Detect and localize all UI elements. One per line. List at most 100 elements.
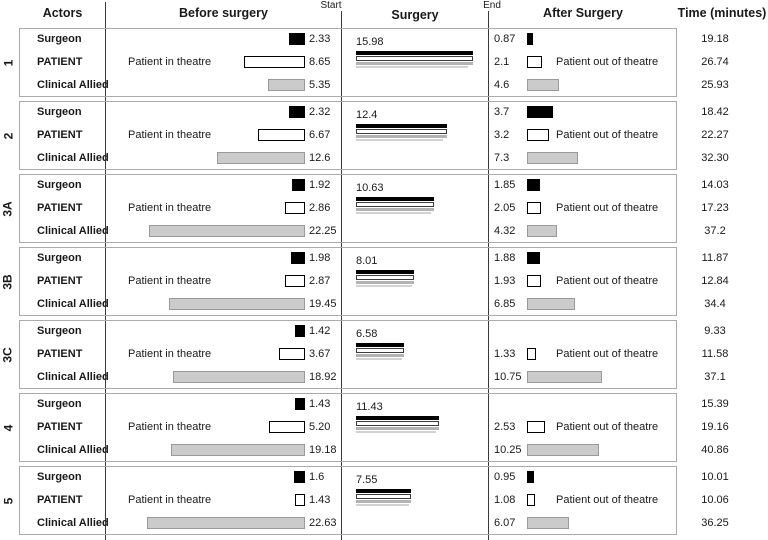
before-value: 6.67 [309, 129, 331, 141]
case-label-4: 4 [0, 393, 18, 462]
before-bar-patient [285, 275, 305, 287]
end-marker-label: End [483, 0, 501, 11]
surgery-duration-value: 6.58 [356, 328, 378, 340]
before-bar-patient [258, 129, 305, 141]
patient-out-of-theatre-label: Patient out of theatre [556, 56, 659, 68]
after-value: 1.08 [494, 494, 516, 506]
case-group-2: 2 12.4 Surgeon 2.32 3.7 18.42 PATIENT Patient i… [0, 101, 768, 170]
total-time-value: 14.03 [701, 179, 729, 191]
patient-out-of-theatre-label: Patient out of theatre [556, 348, 659, 360]
actor-label: PATIENT [37, 421, 83, 433]
before-bar-surgeon [295, 325, 305, 337]
before-value: 12.6 [309, 152, 331, 164]
case-label-3A: 3A [0, 174, 18, 243]
patient-out-of-theatre-label: Patient out of theatre [556, 202, 659, 214]
before-bar-allied [149, 225, 305, 237]
after-value: 1.88 [494, 252, 516, 264]
after-bar-surgeon [527, 471, 534, 483]
surgery-duration-value: 15.98 [356, 36, 384, 48]
surgery-stripe-s1 [356, 51, 473, 55]
surgery-stripe-s2 [356, 56, 473, 61]
before-bar-patient [244, 56, 305, 68]
surgery-duration-bar [356, 51, 473, 68]
before-value: 5.20 [309, 421, 331, 433]
actor-label: Surgeon [37, 106, 82, 118]
surgery-stripe-s1 [356, 343, 404, 347]
actor-label: Surgeon [37, 471, 82, 483]
before-bar-allied [169, 298, 305, 310]
case-label-text: 1 [1, 59, 15, 66]
case-group-3A: 3A 10.63 Surgeon 1.92 1.85 14.03 PATIENT Patien… [0, 174, 768, 243]
actor-label: PATIENT [37, 348, 83, 360]
before-value: 1.43 [309, 494, 331, 506]
before-bar-patient [295, 494, 305, 506]
actor-label: Clinical Allied [37, 225, 109, 237]
before-value: 1.42 [309, 325, 331, 337]
surgery-stripe-s1 [356, 270, 414, 274]
actor-label: PATIENT [37, 56, 83, 68]
after-bar-patient [527, 421, 545, 433]
actor-label: Clinical Allied [37, 444, 109, 456]
before-value: 2.32 [309, 106, 331, 118]
patient-in-theatre-label: Patient in theatre [128, 275, 212, 287]
after-bar-allied [527, 152, 578, 164]
actor-label: Clinical Allied [37, 298, 109, 310]
surgery-duration-bar [356, 270, 414, 287]
case-label-5: 5 [0, 466, 18, 535]
case-label-1: 1 [0, 28, 18, 97]
case-group-5: 5 7.55 Surgeon 1.6 0.95 10.01 PATIENT Patient i… [0, 466, 768, 535]
after-value: 6.07 [494, 517, 516, 529]
surgery-stripe-s3 [356, 281, 414, 284]
after-value: 6.85 [494, 298, 516, 310]
actor-label: Clinical Allied [37, 79, 109, 91]
after-value: 7.3 [494, 152, 510, 164]
start-marker-label: Start [320, 0, 342, 11]
total-time-value: 26.74 [701, 56, 729, 68]
surgery-stripe-s2 [356, 421, 439, 426]
column-header-before-surgery: Before surgery [179, 6, 268, 20]
actor-label: Clinical Allied [37, 152, 109, 164]
total-time-value: 34.4 [704, 298, 726, 310]
before-bar-allied [171, 444, 305, 456]
actor-label: PATIENT [37, 494, 83, 506]
patient-out-of-theatre-label: Patient out of theatre [556, 494, 659, 506]
surgery-stripe-s3 [356, 135, 447, 138]
surgery-duration-value: 11.43 [356, 401, 383, 413]
after-value: 1.85 [494, 179, 516, 191]
total-time-value: 10.06 [701, 494, 729, 506]
case-label-text: 3A [1, 200, 15, 217]
total-time-value: 11.87 [701, 252, 729, 264]
before-bar-allied [173, 371, 305, 383]
total-time-value: 37.1 [704, 371, 726, 383]
actor-label: Surgeon [37, 398, 82, 410]
total-time-value: 10.01 [701, 471, 729, 483]
patient-in-theatre-label: Patient in theatre [128, 421, 212, 433]
case-group-3C: 3C 6.58 Surgeon 1.42 9.33 PATIENT Patient in t… [0, 320, 768, 389]
after-value: 1.33 [494, 348, 516, 360]
after-value: 0.95 [494, 471, 516, 483]
patient-in-theatre-label: Patient in theatre [128, 348, 212, 360]
surgery-stripe-s3 [356, 427, 439, 430]
before-value: 3.67 [309, 348, 331, 360]
surgery-stripe-s4 [356, 66, 469, 68]
after-bar-patient [527, 275, 541, 287]
column-header-surgery: Surgery [391, 8, 439, 22]
after-bar-patient [527, 494, 535, 506]
total-time-value: 18.42 [701, 106, 729, 118]
total-time-value: 32.30 [701, 152, 729, 164]
surgery-duration-bar [356, 197, 434, 214]
case-group-3B: 3B 8.01 Surgeon 1.98 1.88 11.87 PATIENT Patient… [0, 247, 768, 316]
after-bar-allied [527, 444, 599, 456]
after-value: 2.53 [494, 421, 516, 433]
actor-label: Surgeon [37, 252, 82, 264]
case-label-text: 2 [1, 132, 15, 139]
after-bar-allied [527, 371, 602, 383]
before-bar-patient [285, 202, 305, 214]
before-bar-allied [268, 79, 305, 91]
total-time-value: 11.58 [701, 348, 729, 360]
case-label-2: 2 [0, 101, 18, 170]
after-bar-patient [527, 56, 542, 68]
after-bar-patient [527, 202, 541, 214]
total-time-value: 40.86 [701, 444, 729, 456]
